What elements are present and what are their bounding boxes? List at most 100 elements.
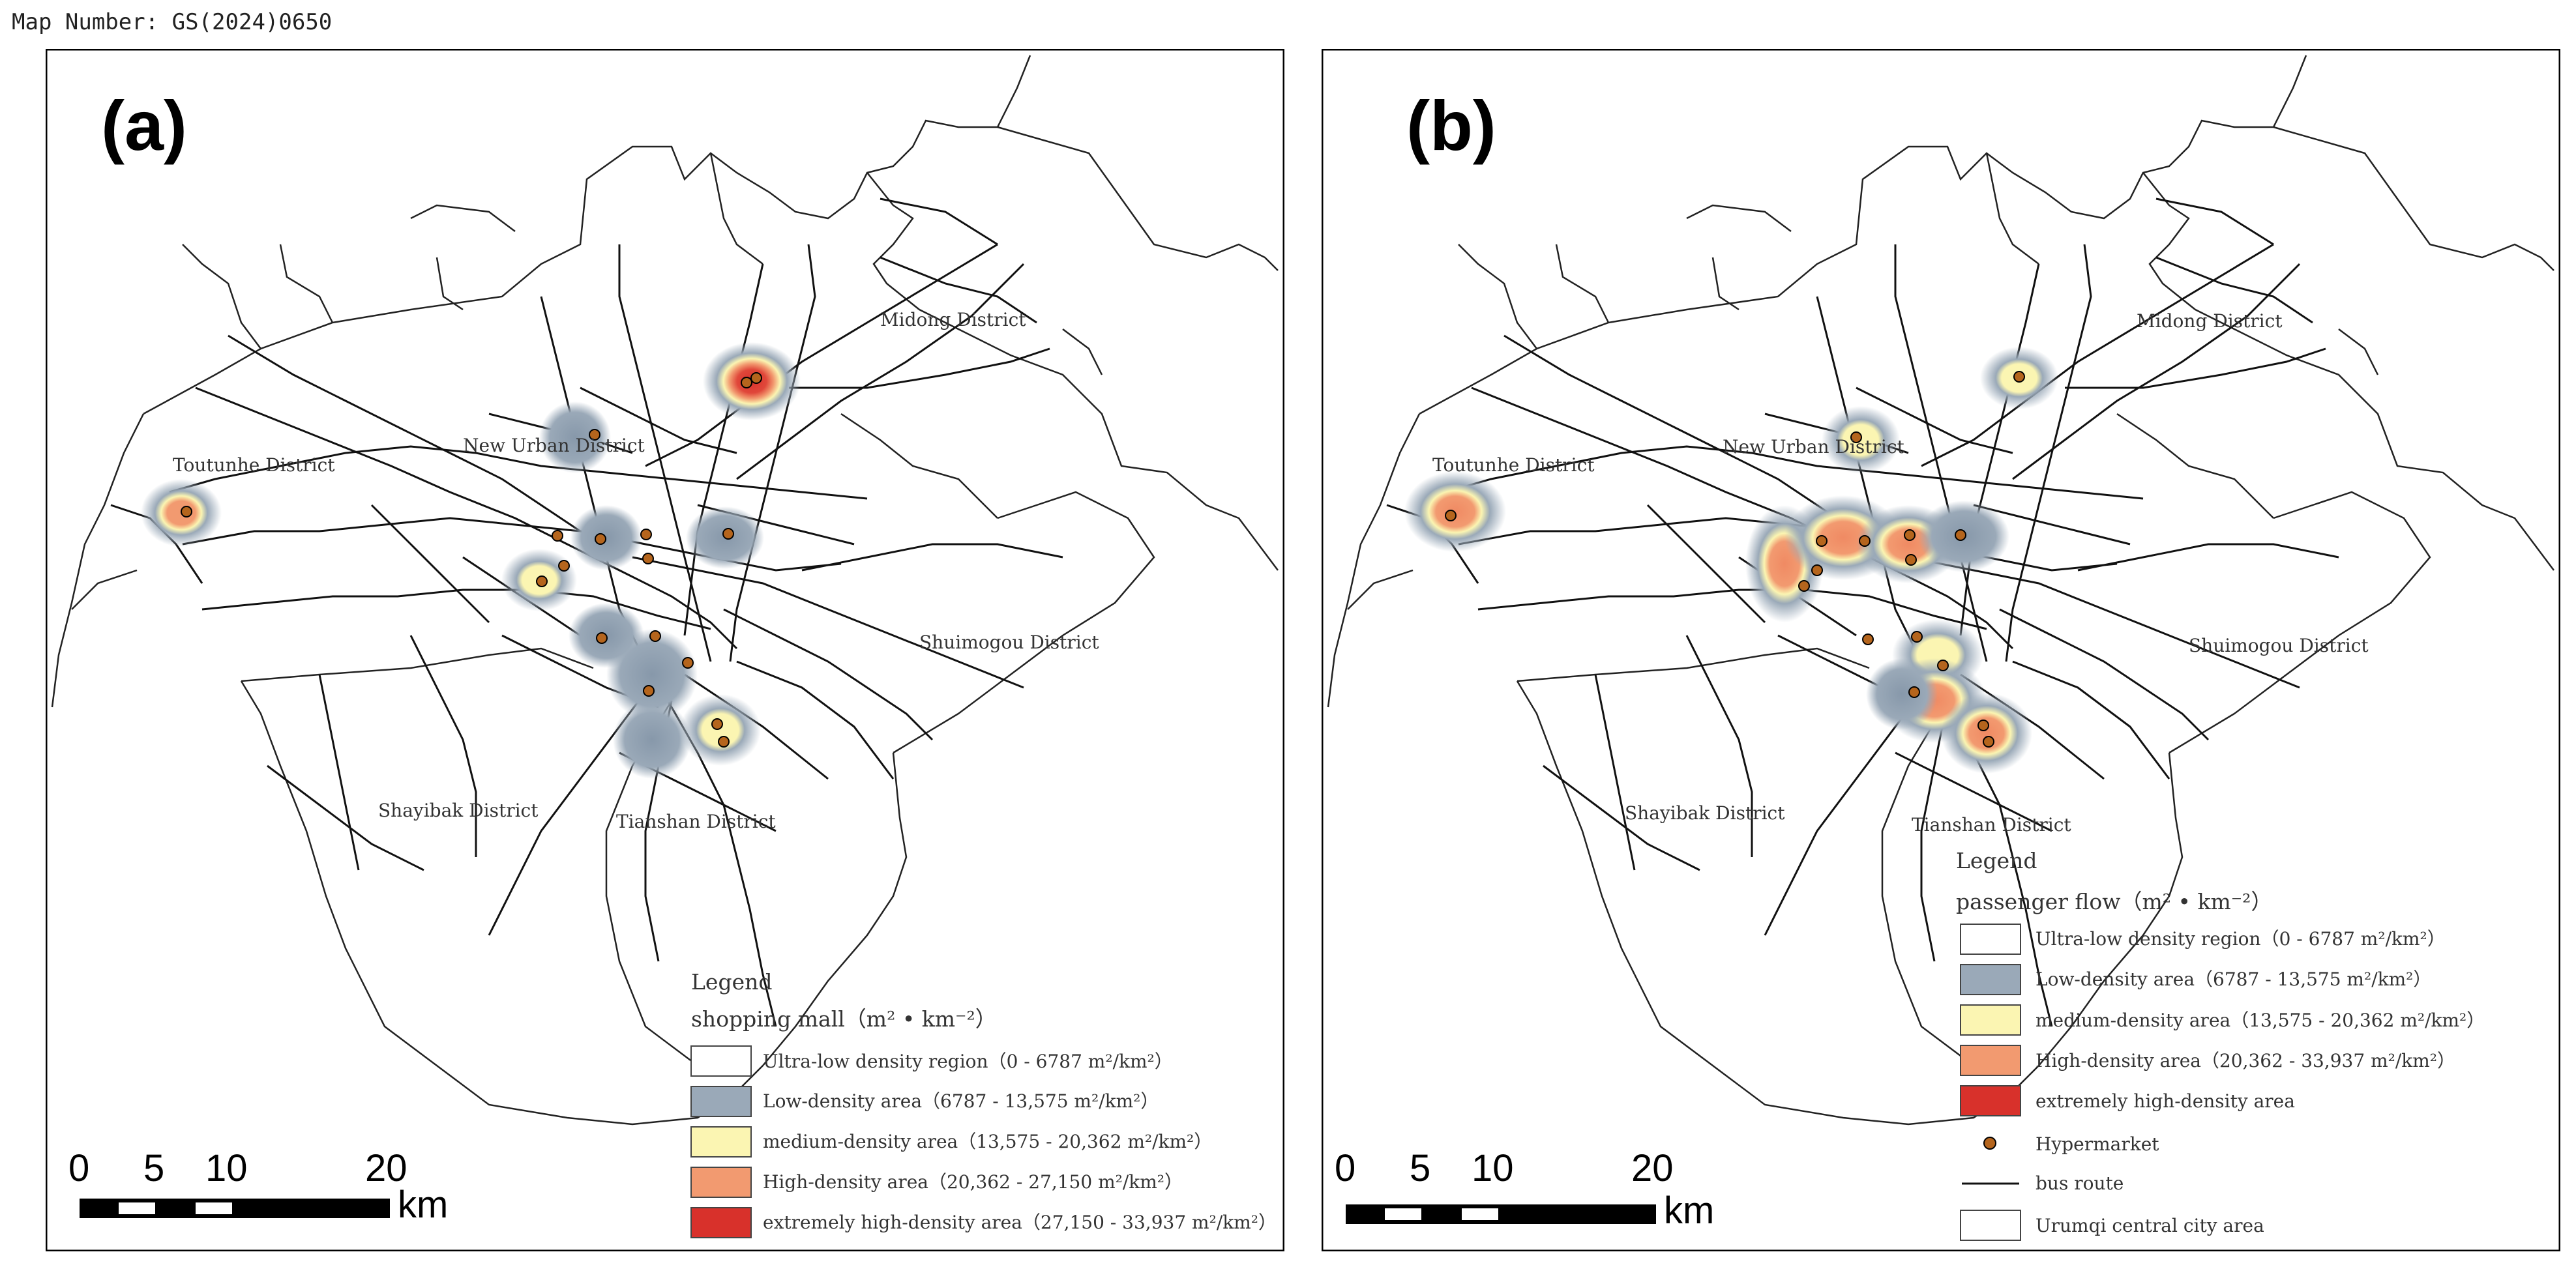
legend-b: Legend passenger flow（m² • km⁻²） Ultra-l… <box>1956 848 2485 1241</box>
hypermarket-marker <box>1937 660 1949 671</box>
hotspot-medium <box>680 694 761 766</box>
legend-swatch-ultra-low <box>1960 924 2021 955</box>
legend-item-label: extremely high-density area（27,150 - 33,… <box>763 1212 1277 1233</box>
district-label: Toutunhe District <box>1432 454 1595 476</box>
scale-unit: km <box>398 1184 448 1226</box>
scale-tick: 20 <box>365 1147 407 1189</box>
legend-subtitle: passenger flow（m² • km⁻²） <box>1956 889 2272 914</box>
hypermarket-marker <box>558 560 570 572</box>
district-labels: Midong District New Urban District Toutu… <box>173 309 1099 832</box>
legend-swatch-high <box>1960 1045 2021 1076</box>
legend-swatch-medium <box>1960 1004 2021 1036</box>
hypermarket-marker <box>1816 535 1828 547</box>
hotspot-high <box>1404 471 1506 552</box>
hypermarket-marker <box>711 718 723 730</box>
hypermarket-marker <box>1811 564 1823 576</box>
scale-bar-segment <box>1462 1208 1498 1220</box>
legend-hypermarket-dot <box>1983 1137 1996 1150</box>
legend-subtitle: shopping mall（m² • km⁻²） <box>691 1006 997 1032</box>
hypermarket-marker <box>536 575 548 587</box>
hypermarket-marker <box>741 377 752 388</box>
hypermarket-marker <box>1859 535 1871 547</box>
legend-item-label: Urumqi central city area <box>2036 1215 2264 1236</box>
hypermarket-marker <box>1850 431 1862 443</box>
hotspot-low <box>606 629 698 720</box>
district-label: Midong District <box>880 309 1026 330</box>
legend-item-label: Hypermarket <box>2036 1133 2159 1155</box>
legend-swatch-extreme <box>1960 1085 2021 1116</box>
legend-item-label: bus route <box>2036 1172 2124 1194</box>
legend-swatch-low <box>1960 964 2021 995</box>
legend-swatch-central-city <box>1960 1210 2021 1241</box>
district-label: Shayibak District <box>378 800 539 821</box>
legend-item-label: Ultra-low density region（0 - 6787 m²/km²… <box>2036 928 2446 950</box>
bus-routes <box>1386 197 2339 1027</box>
district-boundaries <box>1327 55 2554 1126</box>
hypermarket-marker <box>649 630 661 642</box>
hotspot-low <box>1866 658 1938 730</box>
district-label: Midong District <box>2137 310 2283 332</box>
hypermarket-marker <box>595 533 606 545</box>
district-label: New Urban District <box>1723 436 1905 458</box>
scale-bar-a: 0 5 10 20 km <box>68 1147 448 1226</box>
hypermarket-marker <box>643 685 655 697</box>
density-hotspots <box>1404 347 2058 774</box>
hypermarket-marker <box>1908 686 1920 698</box>
legend-item-label: medium-density area（13,575 - 20,362 m²/k… <box>763 1131 1212 1152</box>
hotspot-high <box>1941 693 2032 774</box>
map-number: Map Number: GS(2024)0650 <box>12 9 333 35</box>
map-panel-a: (a) Midong District New Urban District T… <box>46 49 1284 1251</box>
hypermarket-marker <box>589 429 600 441</box>
hypermarket-markers <box>1445 371 2025 748</box>
district-label: Shuimogou District <box>919 632 1099 653</box>
legend-title: Legend <box>691 969 772 995</box>
legend-item-label: Low-density area（6787 - 13,575 m²/km²） <box>2036 968 2431 990</box>
legend-swatch-high <box>690 1167 752 1198</box>
legend-a: Legend shopping mall（m² • km⁻²） Ultra-lo… <box>690 969 1277 1238</box>
hypermarket-marker <box>1955 529 1966 541</box>
district-boundaries <box>51 55 1279 1126</box>
district-label: Tianshan District <box>1912 814 2071 836</box>
hypermarket-marker <box>640 529 652 540</box>
legend-swatch-extreme <box>690 1207 752 1238</box>
legend-item-label: medium-density area（13,575 - 20,362 m²/k… <box>2036 1010 2485 1031</box>
scale-bar-segment <box>1385 1208 1421 1220</box>
hypermarket-marker <box>1977 720 1989 731</box>
scale-tick: 5 <box>1410 1147 1430 1189</box>
hypermarket-marker <box>1798 580 1810 592</box>
district-label: Tianshan District <box>616 811 776 832</box>
legend-swatch-low <box>690 1086 752 1117</box>
scale-tick: 10 <box>205 1147 248 1189</box>
scale-tick: 20 <box>1631 1147 1674 1189</box>
legend-item-label: High-density area（20,362 - 33,937 m²/km²… <box>2036 1050 2455 1071</box>
map-panel-b: (b) Midong District New Urban District T… <box>1322 49 2560 1251</box>
legend-title: Legend <box>1956 848 2037 873</box>
legend-swatch-medium <box>690 1126 752 1158</box>
hypermarket-marker <box>750 372 762 384</box>
hypermarket-marker <box>1904 529 1916 541</box>
district-label: Shayibak District <box>1625 802 1785 824</box>
hypermarket-marker <box>1983 736 1994 748</box>
legend-swatch-ultra-low <box>690 1045 752 1077</box>
legend-item-label: Low-density area（6787 - 13,575 m²/km²） <box>763 1090 1159 1112</box>
hypermarket-marker <box>596 632 608 644</box>
hypermarket-marker <box>1445 510 1457 521</box>
hypermarket-marker <box>718 736 730 748</box>
hypermarket-marker <box>722 528 734 540</box>
district-label: Shuimogou District <box>2189 635 2369 656</box>
hypermarket-marker <box>2013 371 2025 383</box>
district-label: New Urban District <box>463 435 645 456</box>
hypermarket-marker <box>682 657 694 669</box>
hotspot-low <box>539 401 611 473</box>
panel-label: (b) <box>1406 86 1496 165</box>
scale-tick: 0 <box>1335 1147 1355 1189</box>
district-label: Toutunhe District <box>173 454 335 476</box>
hypermarket-marker <box>1905 554 1917 566</box>
legend-item-label: extremely high-density area <box>2036 1090 2295 1112</box>
scale-bar-segment <box>119 1202 155 1214</box>
scale-tick: 0 <box>68 1147 89 1189</box>
hypermarket-marker <box>642 553 654 564</box>
district-labels: Midong District New Urban District Toutu… <box>1432 310 2369 836</box>
scale-bar-b: 0 5 10 20 km <box>1335 1147 1714 1232</box>
panel-label: (a) <box>101 86 187 165</box>
